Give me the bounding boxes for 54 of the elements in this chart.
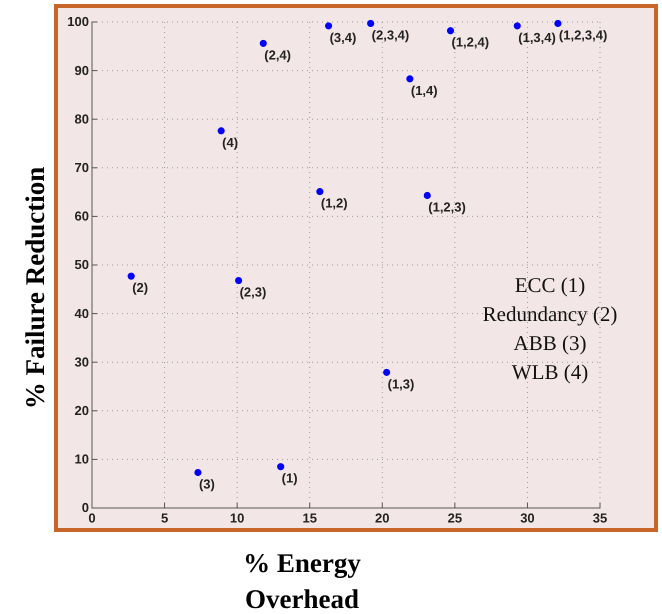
- x-tick-label: 25: [448, 510, 462, 526]
- point: [383, 368, 390, 376]
- point: [316, 188, 324, 196]
- annotation: (3,4): [330, 30, 356, 45]
- y-tick-label: 10: [74, 452, 89, 467]
- point: [406, 75, 414, 82]
- point: [277, 463, 284, 470]
- x-axis-title: % Energy Overhead: [243, 548, 362, 614]
- annotation: Redundancy (2): [482, 302, 618, 326]
- annotation: (4): [222, 134, 238, 150]
- annotation: (1,2): [320, 196, 348, 211]
- x-tick-label: 15: [302, 510, 317, 526]
- annotation: (1,2,3,4): [558, 27, 608, 42]
- y-axis-title: % Failure Reduction: [20, 166, 50, 410]
- y-tick-label: 90: [74, 62, 89, 78]
- x-tick-label: 10: [230, 510, 244, 526]
- point: [128, 272, 135, 280]
- annotation: (2,3,4): [372, 27, 410, 42]
- x-tick-label: 35: [592, 510, 608, 526]
- point: [325, 22, 332, 30]
- annotation: (2,4): [264, 47, 292, 62]
- y-tick-label: 60: [74, 208, 89, 224]
- point: [446, 27, 454, 34]
- y-tick-label: 0: [82, 500, 89, 516]
- point: [260, 40, 267, 47]
- annotation: (1,2,4): [452, 34, 490, 50]
- annotation: (2,3): [240, 284, 266, 300]
- x-tick-label: 20: [375, 510, 390, 526]
- y-tick-label: 30: [74, 354, 89, 370]
- annotation: (1,3,4): [518, 30, 556, 45]
- annotation: (1,3): [388, 376, 414, 392]
- point: [194, 468, 202, 476]
- point: [424, 192, 431, 200]
- y-tick-label: 50: [74, 257, 89, 272]
- y-tick-label: 100: [67, 14, 89, 30]
- annotation: (1,2,3): [428, 200, 466, 214]
- point: [218, 127, 225, 134]
- annotation: (2): [132, 280, 148, 296]
- annotation: (1,4): [410, 82, 438, 98]
- point: [235, 276, 242, 284]
- y-tick-label: 80: [74, 111, 89, 126]
- annotation: ECC (1): [514, 273, 586, 297]
- annotation: WLB (4): [512, 360, 588, 384]
- x-tick-label: 30: [520, 510, 535, 526]
- point: [514, 22, 521, 30]
- y-tick-label: 20: [74, 402, 89, 418]
- annotation: (1): [282, 470, 298, 486]
- y-tick-label: 40: [74, 306, 89, 321]
- point: [554, 20, 562, 28]
- annotation: ABB (3): [514, 331, 586, 355]
- x-tick-label: 5: [160, 510, 168, 526]
- y-tick-label: 70: [74, 160, 89, 175]
- point: [367, 20, 374, 28]
- annotation: (3): [198, 476, 215, 492]
